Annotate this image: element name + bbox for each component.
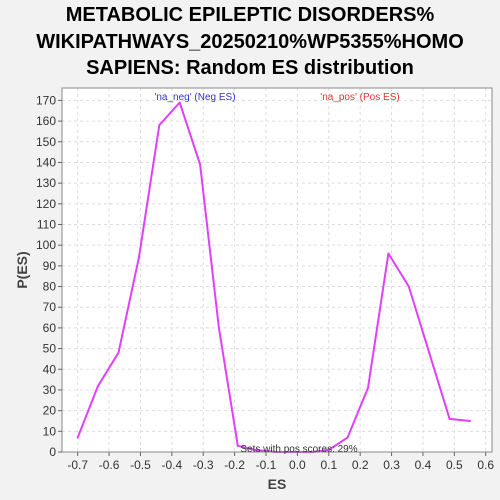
x-tick-label: 0.4 xyxy=(415,458,432,472)
y-tick-label: 170 xyxy=(36,93,56,107)
x-tick-label: -0.5 xyxy=(130,458,151,472)
data-point xyxy=(158,124,161,127)
data-point xyxy=(387,252,390,255)
plot-area-border xyxy=(61,87,493,453)
annotation-pos-scores: Sets with pos scores: 29% xyxy=(240,444,357,455)
x-tick-label: 0.0 xyxy=(289,458,306,472)
data-point xyxy=(254,448,257,451)
y-tick-label: 20 xyxy=(43,404,57,418)
x-tick-label: -0.7 xyxy=(67,458,88,472)
x-tick-label: -0.1 xyxy=(256,458,277,472)
data-point xyxy=(469,419,472,422)
data-point xyxy=(137,256,140,259)
x-axis: -0.7 -0.6 -0.5 -0.4 -0.3 -0.2 -0.1 0.0 0.1 0.2 0.3… xyxy=(67,452,494,472)
x-tick-label: 0.3 xyxy=(383,458,400,472)
data-point xyxy=(236,444,239,447)
chart-title: METABOLIC EPILEPTIC DISORDERS% WIKIPATHW… xyxy=(0,2,500,82)
y-tick-label: 50 xyxy=(43,342,57,356)
data-point xyxy=(76,436,79,439)
y-tick-label: 110 xyxy=(37,218,56,232)
y-tick-label: 130 xyxy=(36,176,56,190)
y-tick-label: 70 xyxy=(43,300,57,314)
y-tick-label: 120 xyxy=(36,197,56,211)
y-tick-label: 150 xyxy=(36,135,56,149)
y-tick-label: 0 xyxy=(49,445,56,459)
x-tick-label: -0.2 xyxy=(224,458,245,472)
y-tick-label: 40 xyxy=(43,362,57,376)
x-tick-label: -0.6 xyxy=(99,458,120,472)
chart-title-line-3: SAPIENS: Random ES distribution xyxy=(86,57,414,79)
data-point xyxy=(97,384,100,387)
data-point xyxy=(217,326,220,329)
annotation-neg-es: 'na_neg' (Neg ES) xyxy=(154,92,235,103)
y-tick-label: 10 xyxy=(43,424,57,438)
x-tick-label: 0.5 xyxy=(446,458,463,472)
data-point xyxy=(367,386,370,389)
data-point xyxy=(199,163,202,166)
data-point xyxy=(428,351,431,354)
y-tick-label: 100 xyxy=(36,238,56,252)
data-point xyxy=(178,101,181,104)
data-point xyxy=(346,436,349,439)
x-tick-label: -0.3 xyxy=(193,458,214,472)
y-tick-label: 90 xyxy=(43,259,57,273)
y-tick-label: 80 xyxy=(43,280,57,294)
y-tick-label: 140 xyxy=(36,155,56,169)
x-tick-label: 0.1 xyxy=(320,458,337,472)
y-tick-label: 30 xyxy=(43,383,57,397)
chart-title-line-2: WIKIPATHWAYS_20250210%WP5355%HOMO xyxy=(36,30,464,53)
y-tick-label: 160 xyxy=(36,114,56,128)
chart-title-line-1: METABOLIC EPILEPTIC DISORDERS% xyxy=(65,4,435,26)
x-tick-label: 0.2 xyxy=(352,458,369,472)
data-point xyxy=(448,417,451,420)
data-point xyxy=(117,351,120,354)
grid-lines xyxy=(62,88,492,453)
data-point xyxy=(327,448,330,451)
annotation-pos-es: 'na_pos' (Pos ES) xyxy=(320,92,399,103)
data-point xyxy=(407,285,410,288)
y-axis-label: P(ES) xyxy=(14,251,30,288)
y-tick-label: 60 xyxy=(43,321,57,335)
x-tick-label: -0.4 xyxy=(162,458,183,472)
plot-area-background xyxy=(62,88,492,452)
x-tick-label: 0.6 xyxy=(477,458,494,472)
y-axis: 0 10 20 30 40 50 60 70 80 90 100 110 120 130 140 150 160… xyxy=(36,93,62,459)
x-axis-label: ES xyxy=(268,476,287,492)
